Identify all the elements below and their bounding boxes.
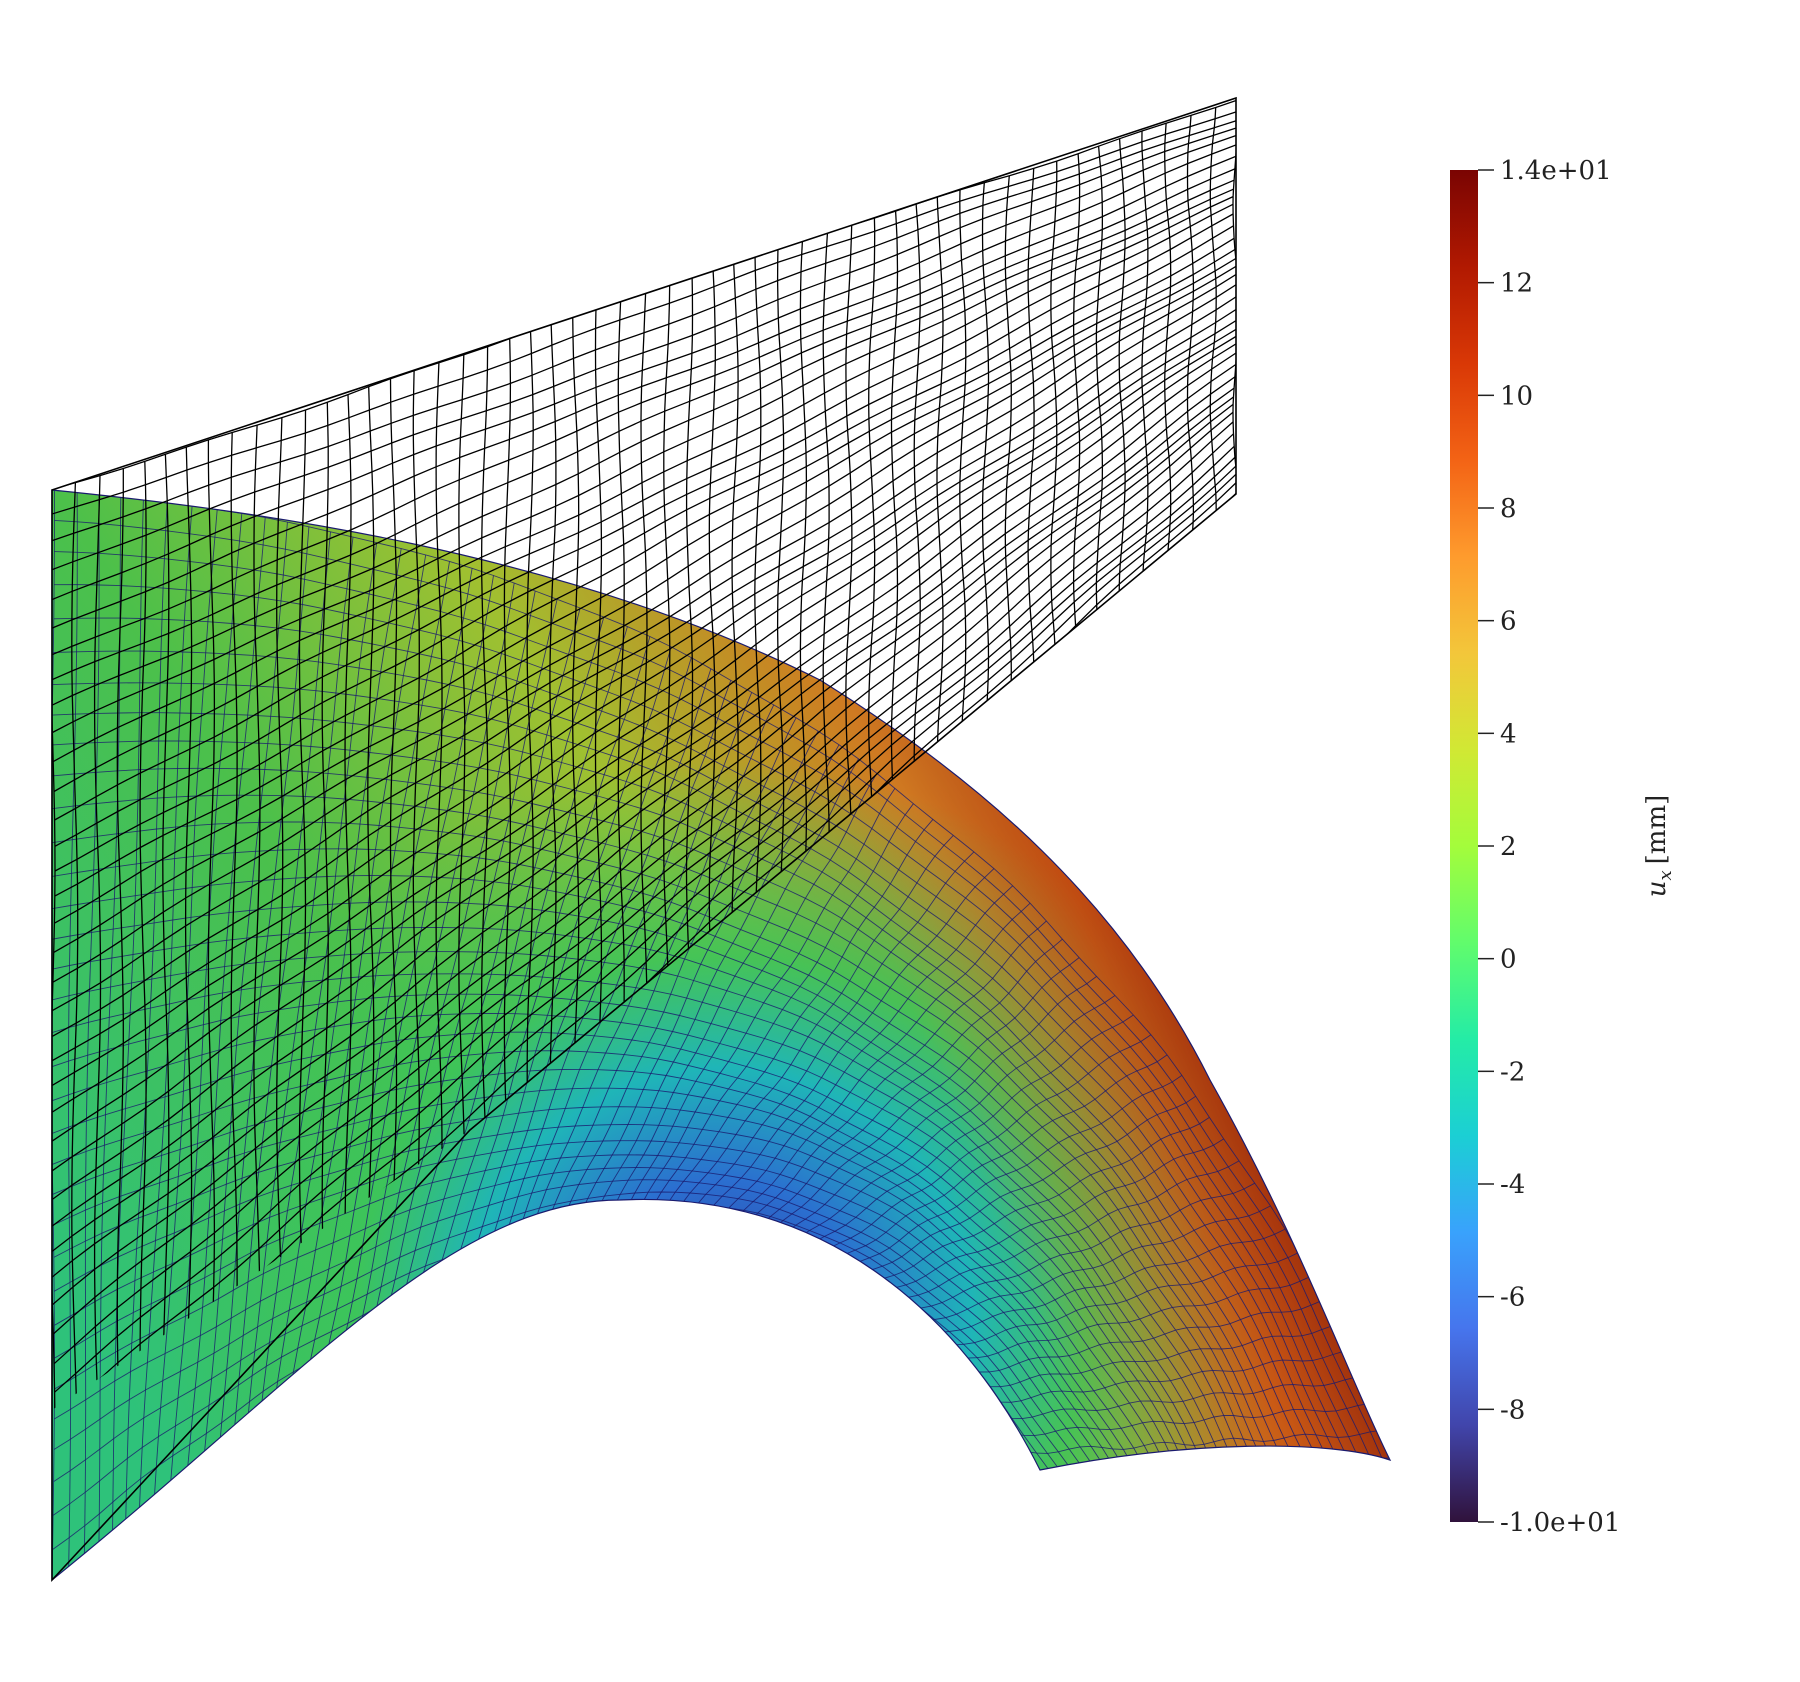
colorbar-ticks: 1.4e+01 12 10 8 6 4 2 0 -2 -4 -6 -8 -1.0e+01	[1478, 156, 1620, 1538]
colorbar-tick-label: -2	[1500, 1057, 1525, 1087]
undeformed-outline	[51, 96, 1237, 1583]
colorbar-tick-label: 6	[1500, 607, 1517, 637]
colorbar-tick-label: -1.0e+01	[1500, 1508, 1620, 1538]
deformed-outline	[51, 489, 1392, 1582]
colorbar-tick-label: -8	[1500, 1395, 1525, 1425]
colorbar-tick-label: 1.4e+01	[1500, 156, 1612, 186]
colorbar: 1.4e+01 12 10 8 6 4 2 0 -2 -4 -6 -8 -1.0e+01 ux[mm]	[1450, 156, 1676, 1538]
colorbar-tick-label: 8	[1500, 494, 1517, 524]
colorbar-title: ux[mm]	[1642, 795, 1676, 898]
colorbar-tick-label: 12	[1500, 269, 1533, 299]
undeformed-mesh-lines	[52, 98, 1236, 1410]
colorbar-tick-label: 2	[1500, 832, 1517, 862]
deformed-mesh-lines	[52, 490, 1390, 1580]
colorbar-tick-label: -4	[1500, 1170, 1525, 1200]
displacement-field-high	[52, 490, 1390, 1580]
undeformed-mesh	[51, 96, 1237, 1583]
colorbar-bar	[1450, 170, 1478, 1522]
colorbar-tick-label: 4	[1500, 719, 1517, 749]
deformed-shape	[52, 490, 1390, 1580]
colorbar-tick-label: 10	[1500, 381, 1533, 411]
colorbar-tick-label: -6	[1500, 1283, 1525, 1313]
colorbar-tick-label: 0	[1500, 945, 1517, 975]
